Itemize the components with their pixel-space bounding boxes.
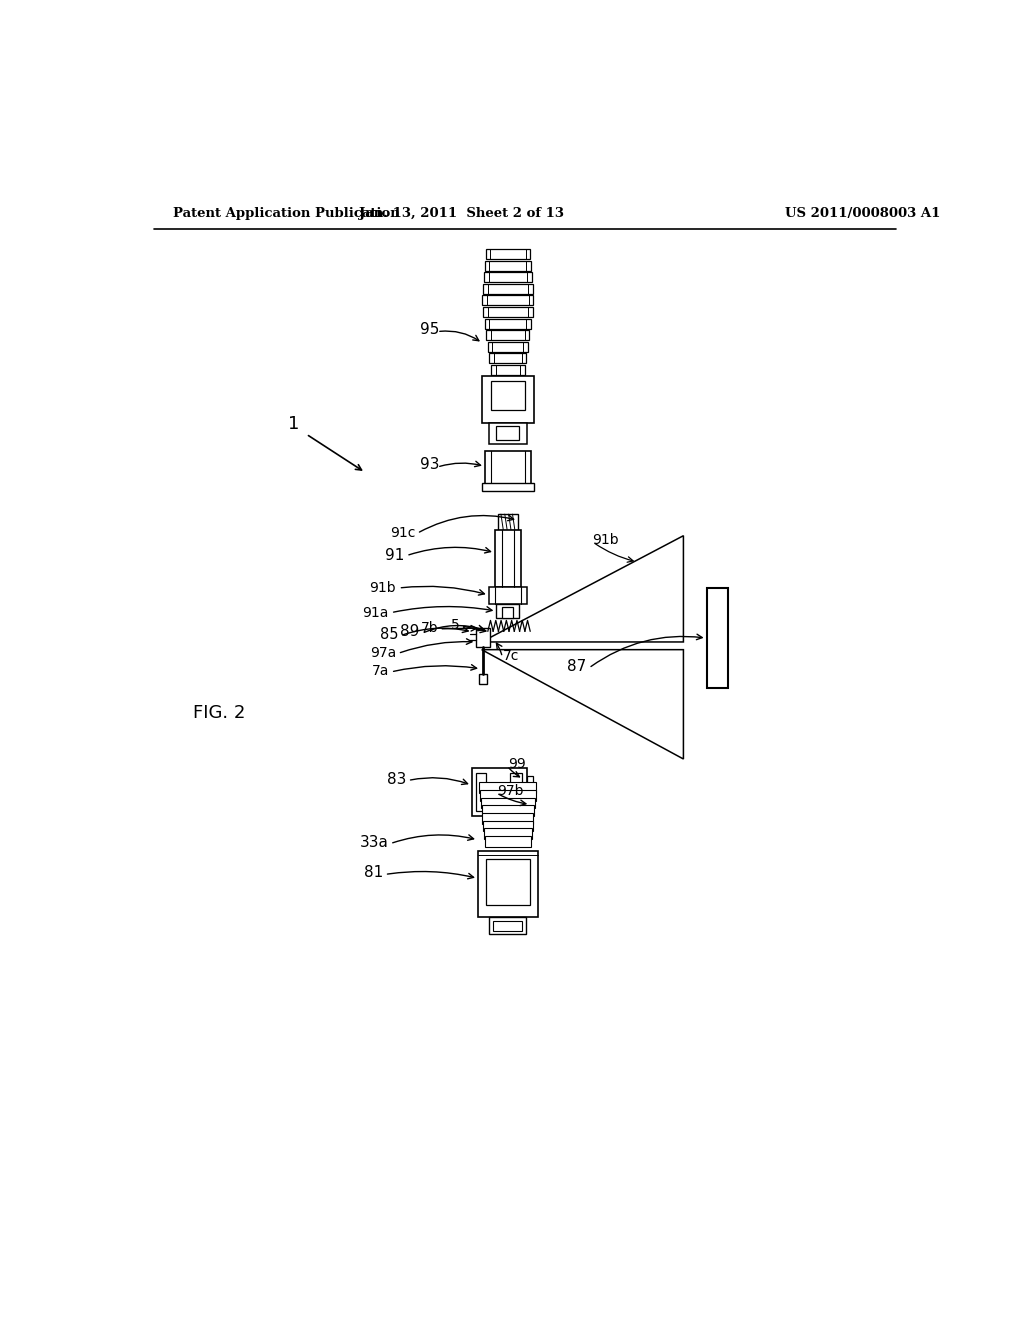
Text: 85: 85 bbox=[380, 627, 398, 642]
Text: Jan. 13, 2011  Sheet 2 of 13: Jan. 13, 2011 Sheet 2 of 13 bbox=[359, 207, 564, 220]
Bar bbox=[488, 587, 527, 605]
Bar bbox=[482, 296, 534, 305]
Text: 91c: 91c bbox=[390, 527, 416, 540]
Bar bbox=[482, 813, 534, 824]
Bar bbox=[495, 529, 521, 587]
Bar bbox=[487, 342, 528, 351]
Bar bbox=[497, 426, 519, 441]
Text: 95: 95 bbox=[420, 322, 439, 337]
Bar bbox=[497, 605, 519, 618]
Text: 97b: 97b bbox=[497, 784, 523, 799]
Bar bbox=[480, 789, 536, 800]
Bar bbox=[490, 381, 525, 411]
Text: 91a: 91a bbox=[362, 606, 388, 619]
Bar bbox=[527, 776, 534, 808]
Text: 7c: 7c bbox=[503, 649, 519, 663]
Bar bbox=[483, 821, 532, 832]
Text: 99: 99 bbox=[508, 758, 525, 771]
Bar bbox=[489, 354, 526, 363]
Bar bbox=[707, 589, 728, 688]
Bar bbox=[483, 284, 532, 294]
Text: 33a: 33a bbox=[359, 834, 388, 850]
Text: 7b: 7b bbox=[421, 622, 438, 635]
Bar bbox=[475, 774, 486, 812]
Bar bbox=[483, 308, 532, 317]
Bar bbox=[488, 422, 527, 444]
Bar bbox=[486, 330, 529, 341]
Text: FIG. 2: FIG. 2 bbox=[193, 704, 246, 722]
Bar bbox=[484, 272, 531, 282]
Bar bbox=[479, 675, 487, 684]
Bar bbox=[479, 781, 537, 793]
Bar bbox=[484, 318, 531, 329]
Text: 91: 91 bbox=[385, 548, 403, 564]
Text: 81: 81 bbox=[364, 866, 383, 880]
Text: 7a: 7a bbox=[372, 664, 389, 678]
Bar bbox=[484, 261, 531, 271]
Bar bbox=[481, 483, 535, 491]
Text: US 2011/0008003 A1: US 2011/0008003 A1 bbox=[785, 207, 940, 220]
Bar bbox=[481, 797, 535, 808]
Text: 83: 83 bbox=[387, 771, 407, 787]
Text: 1: 1 bbox=[288, 414, 299, 433]
Text: 5: 5 bbox=[452, 618, 460, 632]
Bar bbox=[485, 859, 530, 906]
Bar bbox=[481, 376, 535, 422]
Text: 91b: 91b bbox=[370, 581, 396, 595]
Bar bbox=[485, 249, 530, 259]
Bar bbox=[489, 917, 526, 933]
Bar bbox=[472, 768, 527, 816]
Bar bbox=[476, 628, 490, 647]
Bar bbox=[494, 921, 522, 931]
Text: 93: 93 bbox=[420, 457, 439, 473]
Bar bbox=[498, 515, 518, 529]
Bar bbox=[484, 836, 531, 847]
Text: 91b: 91b bbox=[593, 532, 620, 546]
Bar bbox=[478, 851, 538, 917]
Bar bbox=[481, 805, 535, 816]
Bar bbox=[484, 451, 531, 491]
Text: Patent Application Publication: Patent Application Publication bbox=[173, 207, 399, 220]
Bar bbox=[490, 364, 525, 375]
Text: 87: 87 bbox=[567, 659, 587, 675]
Bar bbox=[484, 829, 531, 840]
Text: 89: 89 bbox=[400, 624, 419, 639]
Bar bbox=[503, 607, 513, 618]
Text: 97a: 97a bbox=[370, 645, 396, 660]
Bar bbox=[510, 774, 522, 812]
